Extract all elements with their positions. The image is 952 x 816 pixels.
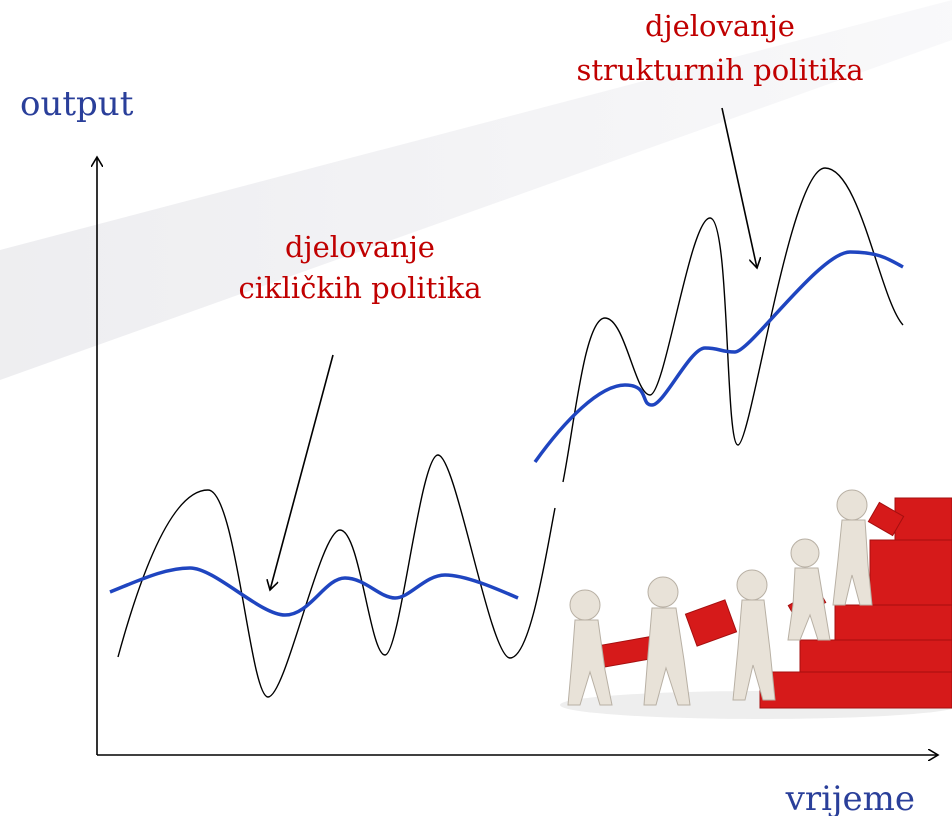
- cyclical-trend: [109, 566, 519, 617]
- annotation-line: djelovanje: [645, 9, 795, 43]
- annotation-line: djelovanje: [285, 230, 435, 264]
- x-axis-label: vrijeme: [785, 779, 915, 816]
- annotation-line: strukturnih politika: [576, 53, 863, 87]
- structural-trend: [533, 250, 904, 464]
- background-band: [0, 0, 952, 380]
- annotation-line: cikličkih politika: [239, 271, 482, 305]
- cyclical-curve: [117, 454, 556, 698]
- y-axis-label: output: [20, 84, 134, 124]
- structural-curve: [562, 167, 904, 483]
- illustration: [560, 489, 952, 719]
- annotation-arrow: [270, 354, 334, 590]
- annotation-arrow: [721, 107, 757, 268]
